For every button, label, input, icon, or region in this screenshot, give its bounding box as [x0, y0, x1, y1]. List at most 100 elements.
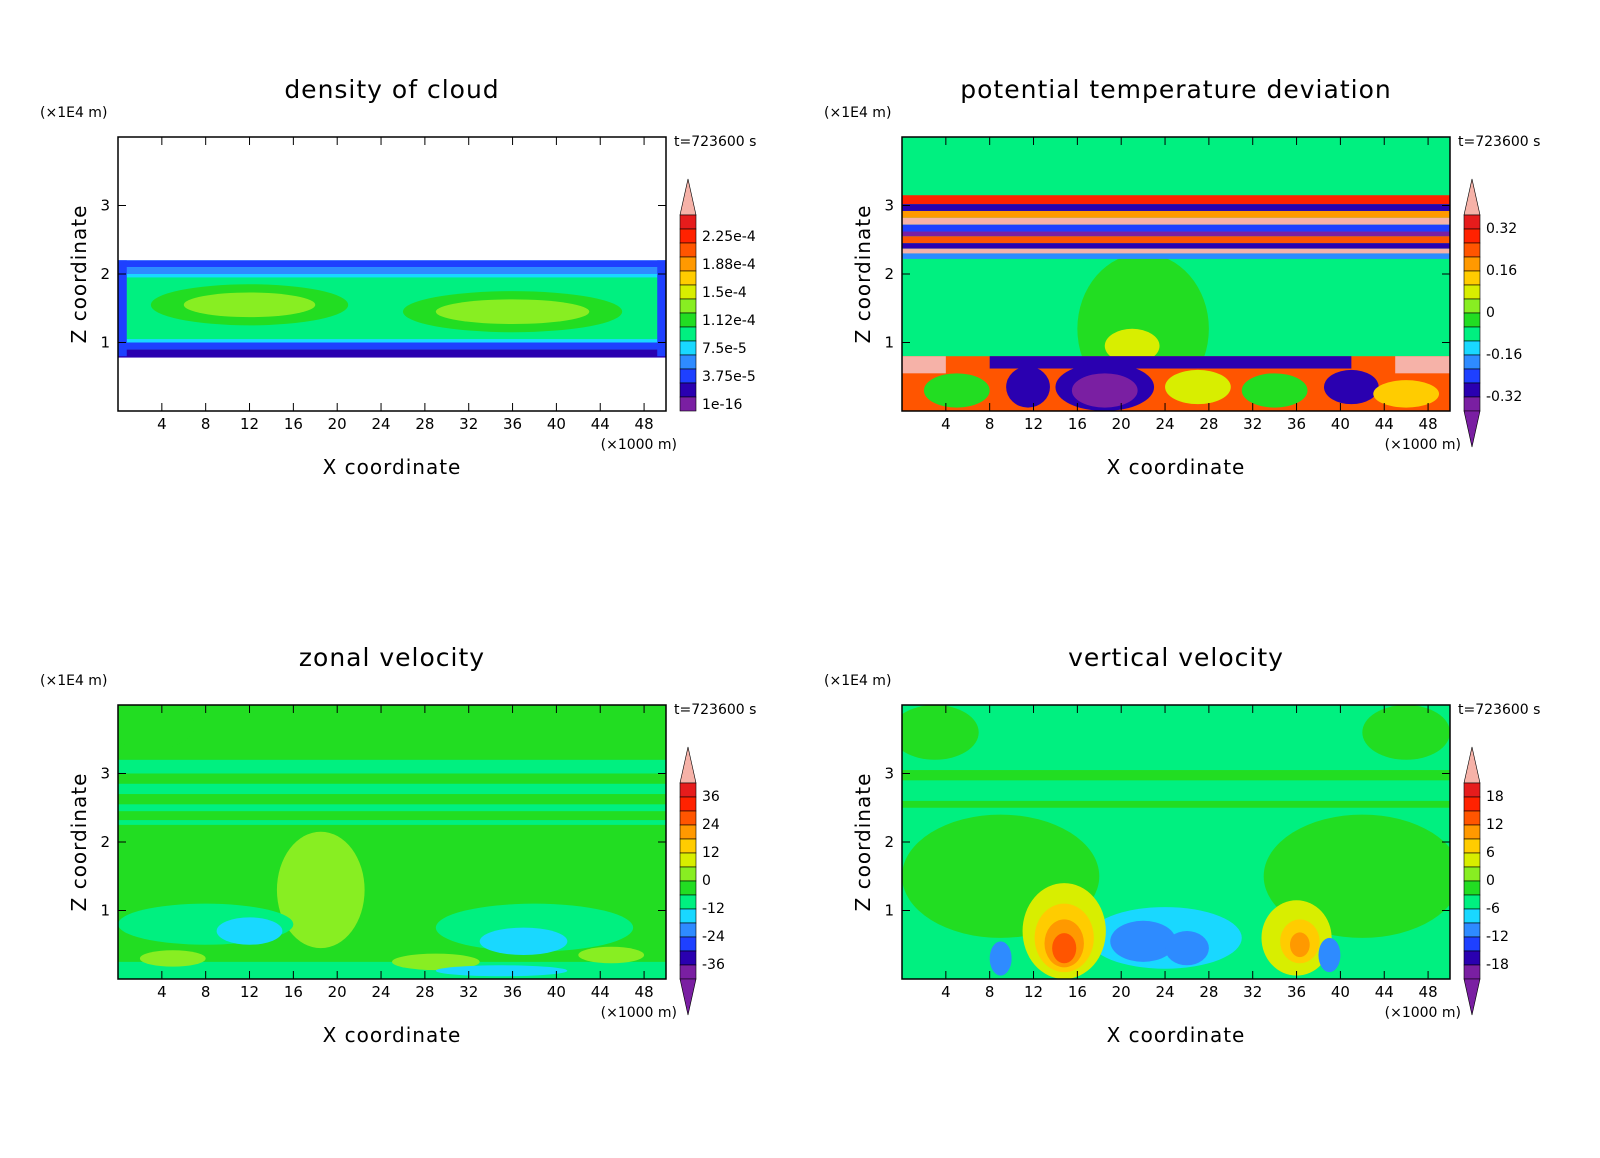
- colorbar-segment: [1463, 838, 1481, 854]
- colorbar-segment: [1463, 782, 1481, 798]
- colorbar-segment: [1463, 824, 1481, 840]
- colorbar-label: -0.16: [1486, 347, 1522, 363]
- field-plot: [902, 705, 1450, 979]
- colorbar-segment: [679, 866, 697, 882]
- time-label: t=723600 s: [1458, 134, 1540, 150]
- x-tick-label: 28: [1199, 415, 1218, 433]
- x-tick-label: 12: [1024, 415, 1043, 433]
- warm-core: [1104, 328, 1160, 364]
- x-tick-label: 28: [1199, 983, 1218, 1001]
- x-axis-label: X coordinate: [323, 1023, 462, 1047]
- y-tick-label: 2: [884, 833, 894, 851]
- y-tick-label: 3: [100, 197, 110, 215]
- downdraft-core: [1110, 920, 1176, 962]
- strat-band-1: [118, 783, 666, 795]
- y-tick-label: 1: [100, 902, 110, 920]
- colorbar-segment: [1463, 936, 1481, 952]
- colorbar-segment: [679, 810, 697, 826]
- strat-band-2: [118, 804, 666, 812]
- y-tick-label: 1: [884, 902, 894, 920]
- x-tick-label: 4: [941, 983, 951, 1001]
- x-tick-label: 44: [591, 983, 610, 1001]
- colorbar-label: 0.32: [1486, 221, 1517, 237]
- x-tick-label: 4: [157, 415, 167, 433]
- x-tick-label: 8: [985, 983, 995, 1001]
- colorbar-segment: [679, 326, 697, 342]
- x-axis-label: X coordinate: [1107, 1023, 1246, 1047]
- colorbar-label: 6: [1486, 845, 1495, 861]
- colorbar-segment: [1463, 866, 1481, 882]
- colorbar-label: 1.88e-4: [702, 257, 756, 273]
- x-tick-label: 44: [1375, 983, 1394, 1001]
- x-tick-label: 12: [240, 983, 259, 1001]
- colorbar-segment: [1463, 228, 1481, 244]
- positive-jet: [276, 831, 365, 949]
- colorbar: 36 24 12 0 -12 -24 -36: [679, 746, 725, 1016]
- cloud-cell-left-core: [183, 292, 316, 318]
- colorbar-segment: [1463, 368, 1481, 384]
- cloud-bottom-edge: [118, 349, 666, 358]
- colorbar-segment: [679, 796, 697, 812]
- surface-layer: [118, 961, 666, 979]
- colorbar: 18 12 6 0 -6 -12 -18: [1463, 746, 1509, 1016]
- chart-svg: density of cloud(×1E4 m)t=723600 s4 8 12 16…: [40, 75, 756, 479]
- y-axis-label: Z coordinate: [67, 205, 91, 344]
- stratified-layer: [902, 231, 1450, 237]
- colorbar-label: 12: [702, 845, 720, 861]
- colorbar-segment: [679, 312, 697, 328]
- colorbar-segment: [679, 354, 697, 370]
- colorbar-segment: [1463, 810, 1481, 826]
- panel-vertical-velocity: vertical velocity (×1E4 m) t=723600 s 4 8 12 1…: [784, 568, 1584, 1147]
- colorbar-label: 0: [702, 873, 711, 889]
- surface-neg: [435, 965, 568, 977]
- x-tick-label: 4: [941, 415, 951, 433]
- x-tick-label: 24: [1155, 415, 1174, 433]
- down-left-small: [989, 941, 1012, 976]
- colorbar-label: 0.16: [1486, 263, 1517, 279]
- cloud-bottom-edge-2: [118, 342, 666, 350]
- time-label: t=723600 s: [674, 702, 756, 718]
- colorbar-segment: [679, 368, 697, 384]
- colorbar-top-arrow: [679, 178, 697, 216]
- lower-layer-top: [989, 356, 1352, 369]
- stratified-layer: [902, 224, 1450, 232]
- x-tick-label: 40: [1331, 983, 1350, 1001]
- x-tick-label: 32: [1243, 983, 1262, 1001]
- x-tick-label: 36: [503, 983, 522, 1001]
- stratified-layer: [902, 236, 1450, 244]
- colorbar-segment: [679, 936, 697, 952]
- y-tick-label: 1: [884, 334, 894, 352]
- x-tick-label: 12: [240, 415, 259, 433]
- cloud-right-edge: [657, 260, 666, 357]
- colorbar-segment: [679, 242, 697, 258]
- colorbar-label: 24: [702, 817, 720, 833]
- panel-zonal-velocity: zonal velocity (×1E4 m) t=723600 s 4 8 12 16 20…: [0, 568, 800, 1147]
- x-unit-label: (×1000 m): [1385, 1005, 1461, 1021]
- colorbar-segment: [1463, 852, 1481, 868]
- eddy-far-right: [1373, 380, 1440, 408]
- colorbar-segment: [679, 922, 697, 938]
- x-tick-label: 32: [459, 983, 478, 1001]
- stratified-layer: [902, 248, 1450, 254]
- colorbar-segment: [679, 214, 697, 230]
- y-tick-label: 1: [100, 334, 110, 352]
- colorbar-label: -6: [1486, 901, 1500, 917]
- updraft-right-core: [1289, 932, 1310, 958]
- colorbar-segment: [679, 894, 697, 910]
- x-tick-label: 40: [547, 415, 566, 433]
- y-axis-label: Z coordinate: [67, 773, 91, 912]
- colorbar-label: -24: [702, 929, 725, 945]
- time-label: t=723600 s: [1458, 702, 1540, 718]
- colorbar-segment: [679, 782, 697, 798]
- colorbar-segment: [679, 256, 697, 272]
- x-tick-label: 20: [1112, 415, 1131, 433]
- colorbar-top-arrow: [1463, 746, 1481, 784]
- y-tick-label: 2: [100, 833, 110, 851]
- colorbar-label: -12: [702, 901, 725, 917]
- neg-right: [479, 927, 568, 956]
- y-tick-label: 3: [100, 765, 110, 783]
- colorbar-label: 36: [702, 789, 720, 805]
- y-unit-label: (×1E4 m): [40, 105, 107, 121]
- x-tick-label: 24: [371, 983, 390, 1001]
- colorbar-segment: [1463, 270, 1481, 286]
